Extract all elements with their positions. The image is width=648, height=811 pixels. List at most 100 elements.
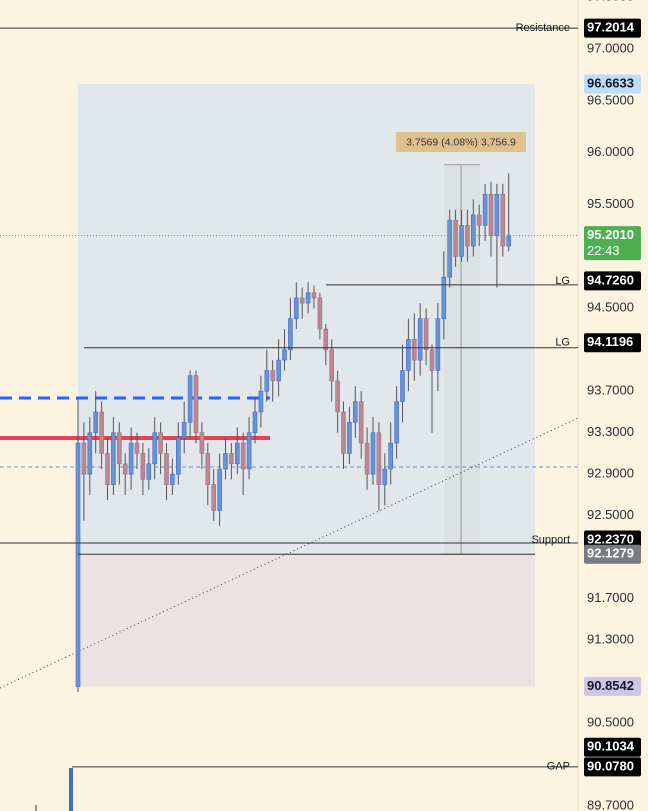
candle-body (111, 432, 116, 485)
price-tag-label: 94.1196 (587, 334, 633, 349)
candle-body (217, 468, 222, 511)
price-tag (584, 226, 641, 261)
price-tag-label: 92.1279 (587, 546, 634, 561)
level-name: GAP (547, 761, 570, 773)
price-tag-label: 90.1034 (587, 739, 635, 754)
price-tag-label: 95.2010 (587, 227, 634, 242)
price-timer: 22:43 (587, 243, 620, 258)
y-tick-label: 95.5000 (587, 196, 634, 211)
candle-body (364, 442, 370, 475)
candle-body (500, 193, 506, 247)
y-tick-label: 93.3000 (587, 424, 634, 439)
price-tag-label: 94.7260 (587, 272, 634, 287)
y-tick-label: 90.5000 (587, 715, 634, 730)
candle-body (205, 453, 211, 485)
price-tag (584, 530, 641, 550)
candle-body (258, 390, 264, 413)
y-tick-label: 92.5000 (587, 507, 634, 522)
candle-body (229, 453, 234, 465)
candle-body (246, 432, 252, 470)
candle-body (75, 442, 81, 688)
candle-body (352, 401, 358, 423)
candle-body (282, 349, 287, 361)
price-tag (584, 676, 641, 696)
candle-body (482, 193, 488, 226)
candle-body (447, 219, 453, 278)
candle-body (382, 468, 388, 485)
candle-body (341, 411, 346, 454)
candle-body (223, 453, 228, 470)
candle-body (411, 339, 417, 361)
candle-body (506, 235, 512, 247)
candle-body (276, 359, 281, 382)
candle-body (158, 432, 163, 454)
candle-body (240, 442, 246, 470)
y-tick-label: 96.0000 (587, 144, 634, 159)
price-tag-label: 90.0780 (587, 758, 634, 773)
candle-body (488, 193, 494, 236)
candle-body (270, 370, 276, 382)
candle-body (453, 219, 458, 257)
level-name: LG (555, 275, 570, 287)
candle-body (193, 375, 199, 434)
loss-zone (78, 554, 535, 687)
candle-body (170, 473, 175, 485)
candle-body (317, 297, 323, 330)
y-tick-label: 91.3000 (587, 632, 634, 647)
measure-label-box (396, 132, 526, 152)
price-tag (584, 18, 641, 38)
candle-body (470, 214, 476, 247)
price-tag-label: 90.8542 (587, 678, 634, 693)
candle-body (293, 297, 299, 319)
candle-body (181, 422, 187, 439)
candle-body (87, 432, 93, 475)
candle-body (388, 442, 394, 470)
candle-body (122, 463, 128, 475)
candle-body (299, 297, 305, 304)
early-candle (69, 768, 73, 811)
price-tag (584, 271, 641, 291)
price-tag-label: 97.2014 (587, 20, 635, 35)
candle-body (347, 422, 352, 454)
candle-body (358, 401, 364, 444)
candle-body (134, 442, 140, 454)
candle-body (406, 339, 411, 371)
candle-body (370, 432, 376, 475)
level-name: Resistance (516, 22, 570, 34)
candle-body (211, 484, 216, 511)
price-tag-label: 92.2370 (587, 531, 634, 546)
candle-body (288, 318, 293, 351)
candle-body (187, 375, 193, 423)
candle-body (429, 349, 435, 371)
y-tick-label: 97.5000 (587, 0, 634, 4)
candle-body (164, 453, 169, 485)
candle-body (441, 276, 447, 319)
candle-body (117, 432, 122, 465)
candle-body (199, 432, 205, 454)
price-tag (584, 737, 641, 757)
candle-body (105, 453, 110, 485)
candle-body (417, 318, 423, 361)
candle-body (264, 370, 270, 392)
y-tick-label: 92.9000 (587, 466, 634, 481)
candle-body (235, 442, 240, 465)
candle-body (152, 432, 157, 465)
candle-body (323, 328, 329, 351)
candle-body (81, 442, 87, 475)
candle-body (400, 370, 405, 402)
y-tick-label: 89.7000 (587, 797, 634, 811)
candle-body (305, 292, 311, 304)
level-name: Support (531, 534, 570, 546)
candle-body (335, 380, 340, 413)
candle-body (376, 432, 382, 485)
price-tag (584, 544, 641, 564)
candle-body (435, 318, 441, 371)
price-tag (584, 74, 641, 94)
candle-body (329, 349, 335, 382)
level-name: LG (555, 337, 570, 349)
price-tag-label: 96.6633 (587, 75, 634, 90)
measure-label: 3.7569 (4.08%) 3,756.9 (406, 136, 516, 148)
y-tick-label: 96.5000 (587, 92, 634, 107)
candle-body (423, 318, 429, 351)
